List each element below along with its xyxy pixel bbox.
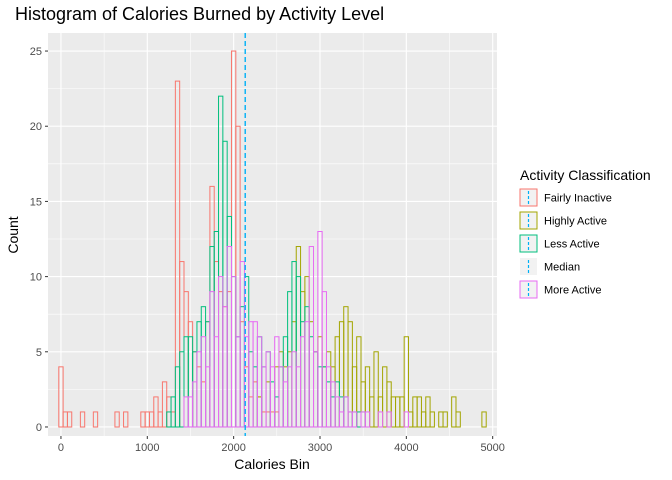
histogram-bar	[364, 411, 371, 428]
legend-item-less-active: Less Active	[519, 234, 600, 253]
histogram-bar	[481, 411, 487, 428]
plot-panel	[48, 33, 497, 436]
x-axis: 0 1000 2000 3000 4000 5000	[58, 436, 505, 454]
legend-label: Less Active	[544, 239, 600, 251]
chart-title: Histogram of Calories Burned by Activity…	[15, 4, 384, 24]
histogram-bar	[66, 411, 73, 428]
x-tick-label: 1000	[135, 442, 159, 454]
y-axis-title: Count	[5, 216, 21, 253]
y-tick-label: 5	[36, 347, 42, 359]
x-tick-label: 5000	[480, 442, 504, 454]
y-tick-label: 10	[30, 272, 42, 284]
histogram-bar	[321, 291, 327, 428]
y-tick-label: 15	[30, 196, 42, 208]
x-tick-label: 3000	[308, 442, 332, 454]
x-tick-label: 0	[58, 442, 64, 454]
legend-label: Highly Active	[544, 216, 607, 228]
legend-item-highly-active: Highly Active	[519, 211, 607, 230]
histogram-bar	[58, 366, 64, 428]
y-tick-label: 0	[36, 422, 42, 434]
y-tick-label: 20	[30, 121, 42, 133]
histogram-bar	[373, 351, 379, 428]
histogram-bar	[308, 246, 315, 428]
legend-title: Activity Classification	[520, 167, 651, 183]
legend-item-median: Median	[520, 258, 580, 275]
y-tick-label: 25	[30, 46, 42, 58]
histogram-bar	[92, 411, 99, 428]
legend: Fairly Inactive Highly Active Less Active M…	[519, 188, 612, 299]
x-tick-label: 2000	[221, 442, 245, 454]
histogram-bar	[455, 411, 461, 428]
legend-item-fairly-inactive: Fairly Inactive	[519, 188, 612, 207]
histogram-bar	[429, 411, 435, 428]
x-axis-title: Calories Bin	[234, 456, 309, 472]
legend-label: Median	[544, 262, 580, 274]
histogram-bar	[114, 411, 120, 428]
histogram-bar	[351, 411, 358, 428]
histogram-bar	[442, 411, 448, 428]
histogram-bar	[386, 411, 392, 428]
y-axis: 0 5 10 15 20 25	[30, 46, 48, 434]
histogram-bar	[79, 411, 86, 428]
histogram-bars	[58, 50, 487, 428]
legend-label: Fairly Inactive	[544, 193, 612, 205]
x-tick-label: 4000	[394, 442, 418, 454]
legend-label: More Active	[544, 285, 601, 297]
histogram-bar	[403, 411, 409, 428]
histogram-bar	[123, 411, 129, 428]
series-more-active	[183, 230, 409, 428]
legend-item-more-active: More Active	[519, 280, 601, 299]
histogram-bar	[377, 411, 384, 428]
